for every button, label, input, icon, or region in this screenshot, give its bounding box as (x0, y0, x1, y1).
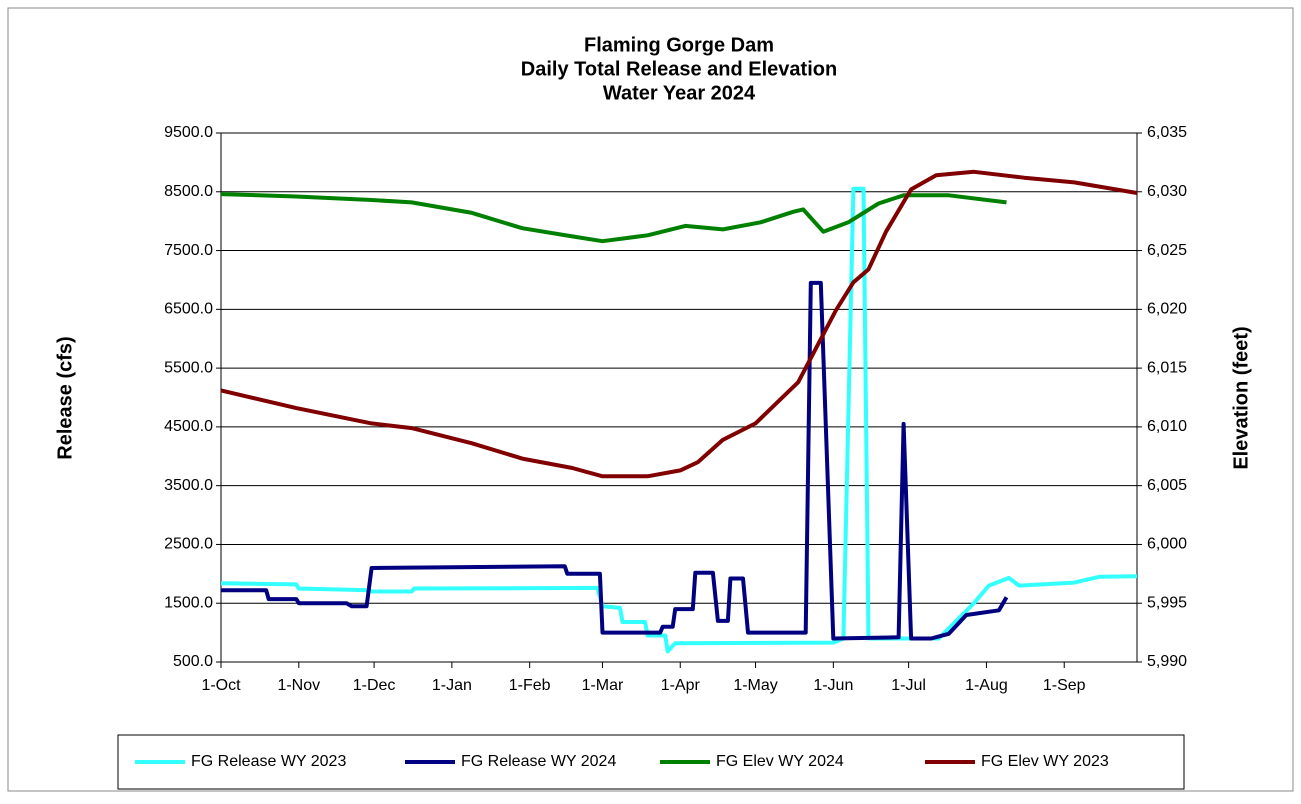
chart-title: Water Year 2024 (603, 82, 756, 104)
y-tick-label: 500.0 (173, 653, 213, 670)
y-tick-label: 7500.0 (164, 242, 213, 259)
x-tick-label: 1-May (733, 677, 777, 694)
y-tick-label: 3500.0 (164, 477, 213, 494)
y-tick-label: 9500.0 (164, 124, 213, 141)
y-tick-label: 4500.0 (164, 418, 213, 435)
legend-label: FG Release WY 2024 (461, 753, 616, 770)
y-tick-label: 1500.0 (164, 594, 213, 611)
legend-label: FG Elev WY 2024 (716, 753, 844, 770)
chart-frame (7, 7, 1294, 792)
y-axis-title: Release (cfs) (54, 336, 76, 459)
x-tick-label: 1-Feb (509, 677, 551, 694)
legend-box (117, 734, 1185, 790)
x-tick-label: 1-Nov (277, 677, 320, 694)
x-tick-label: 1-Apr (661, 677, 701, 694)
y2-axis-title: Elevation (feet) (1230, 326, 1252, 469)
legend-label: FG Elev WY 2023 (981, 753, 1109, 770)
y-tick-label: 5500.0 (164, 359, 213, 376)
x-tick-label: 1-Jun (813, 677, 853, 694)
y2-tick-label: 6,000 (1147, 536, 1187, 553)
x-tick-label: 1-Sep (1043, 677, 1086, 694)
x-tick-label: 1-Dec (353, 677, 396, 694)
series-line (220, 192, 1007, 244)
series-line (220, 169, 1138, 479)
y2-tick-label: 6,035 (1147, 124, 1187, 141)
y2-tick-label: 6,005 (1147, 477, 1187, 494)
y-tick-label: 6500.0 (164, 301, 213, 318)
series-line (220, 186, 1138, 654)
y2-tick-label: 5,990 (1147, 653, 1187, 670)
y2-tick-label: 6,020 (1147, 301, 1187, 318)
y2-tick-label: 6,030 (1147, 183, 1187, 200)
chart-title: Flaming Gorge Dam (584, 34, 774, 56)
x-tick-label: 1-Jul (891, 677, 926, 694)
y2-tick-label: 6,015 (1147, 359, 1187, 376)
y2-tick-label: 5,995 (1147, 594, 1187, 611)
x-tick-label: 1-Mar (582, 677, 624, 694)
y-tick-label: 2500.0 (164, 536, 213, 553)
y2-tick-label: 6,010 (1147, 418, 1187, 435)
x-tick-label: 1-Aug (965, 677, 1008, 694)
legend-label: FG Release WY 2023 (191, 753, 346, 770)
y2-tick-label: 6,025 (1147, 242, 1187, 259)
plot-area (220, 132, 1138, 663)
y-tick-label: 8500.0 (164, 183, 213, 200)
chart-title: Daily Total Release and Elevation (521, 58, 837, 80)
x-tick-label: 1-Oct (201, 677, 241, 694)
series-line (221, 280, 1009, 641)
x-tick-label: 1-Jan (432, 677, 472, 694)
